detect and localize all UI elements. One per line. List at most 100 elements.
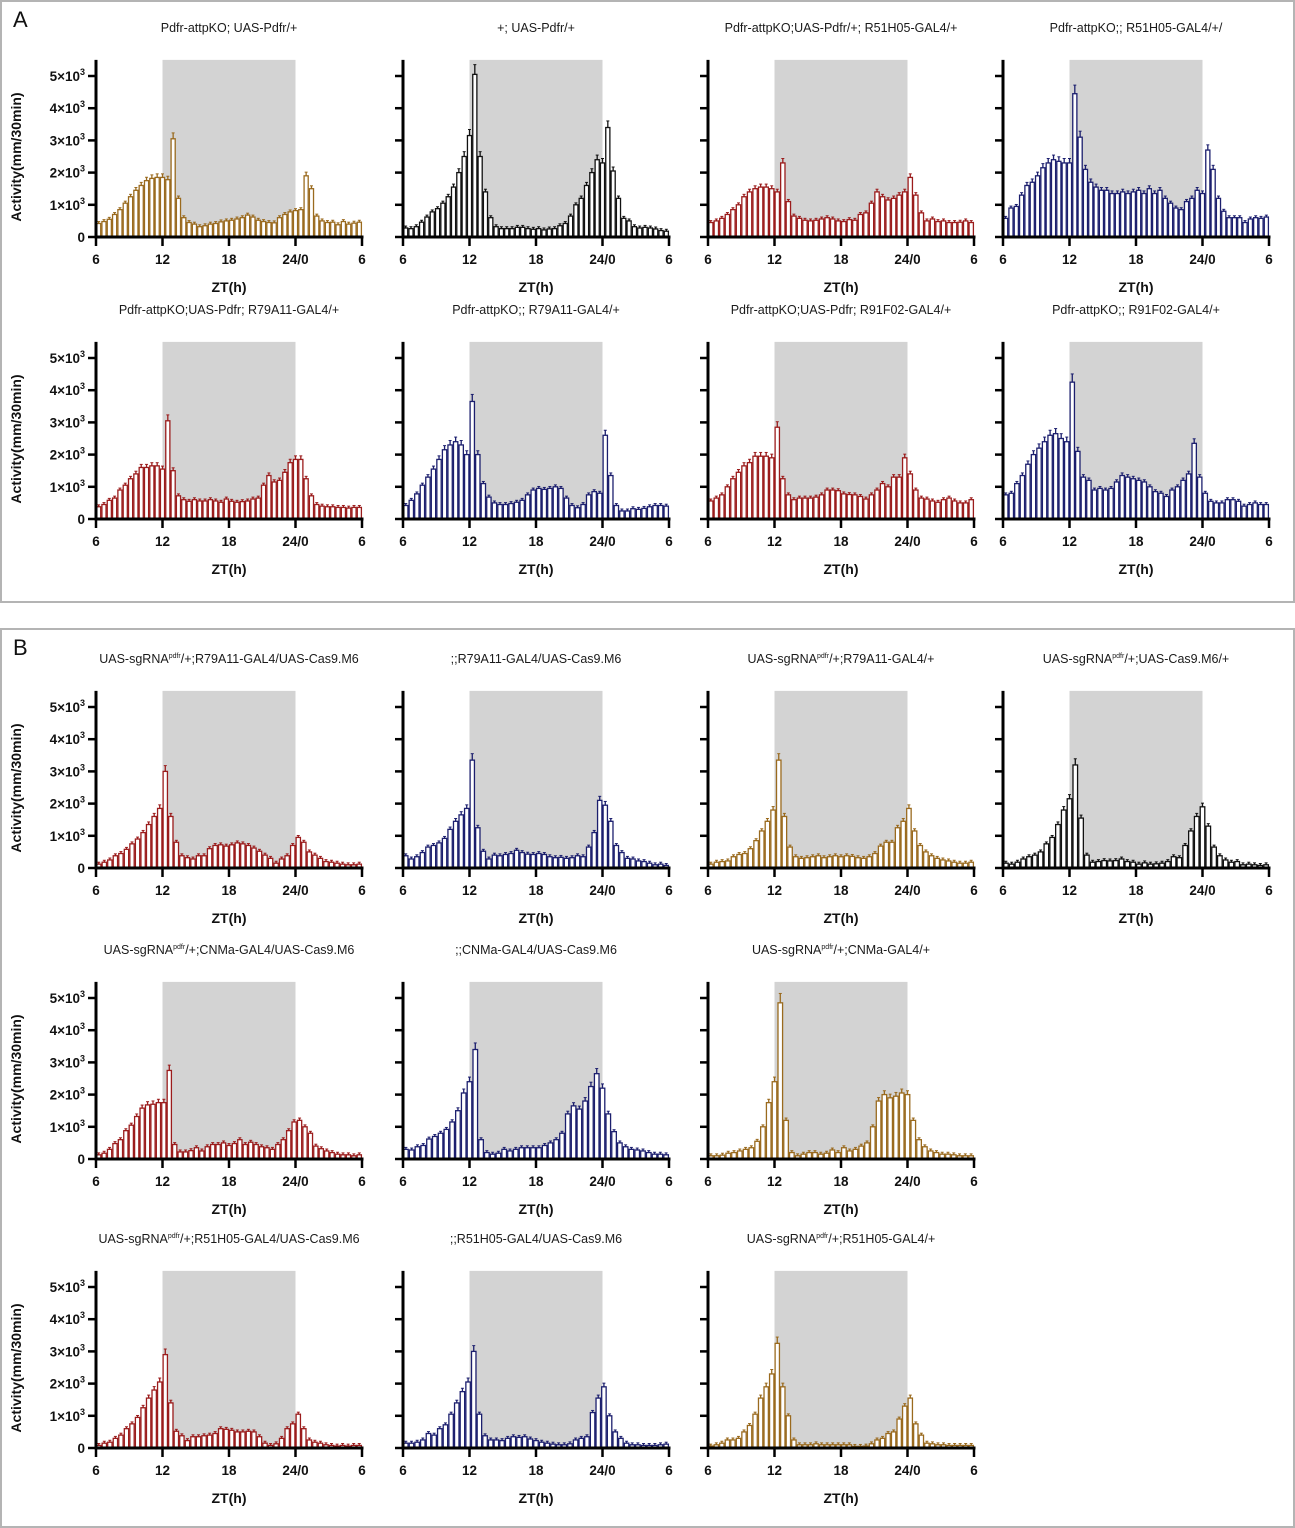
bar-rect: [559, 1132, 565, 1160]
bar: [883, 839, 890, 869]
bar-rect: [552, 857, 559, 869]
bar-rect: [774, 191, 781, 238]
bar-rect: [1026, 856, 1032, 869]
bar-rect: [1098, 189, 1105, 238]
bar: [1086, 477, 1092, 520]
x-tick-label: 12: [767, 1463, 782, 1478]
bar: [741, 1429, 747, 1449]
bar-rect: [292, 458, 299, 520]
bar-rect: [595, 1397, 602, 1449]
bar: [181, 215, 187, 238]
bar-rect: [521, 1436, 528, 1449]
bar: [134, 836, 141, 869]
activity-chart-a8: Pdfr-attpKO;; R91F02-GAL4/+ 6 12 18 24/0 6 ZT(…: [995, 303, 1273, 577]
bar-rect: [896, 194, 903, 238]
bar: [508, 501, 514, 520]
bar-rect: [724, 486, 731, 520]
bar-rect: [1119, 474, 1125, 520]
bar-rect: [765, 1101, 772, 1160]
bar: [447, 826, 453, 869]
bar-rect: [466, 1081, 473, 1160]
x-tick-label: 12: [1062, 534, 1077, 549]
bar-rect: [245, 844, 252, 869]
bar: [553, 1137, 560, 1160]
bar-rect: [447, 444, 453, 520]
bar-rect: [217, 844, 224, 869]
bar: [118, 1432, 124, 1449]
x-tick-label: 12: [462, 534, 477, 549]
bar: [436, 1426, 443, 1449]
bar: [1152, 489, 1159, 520]
y-tick-label: 3×103: [50, 1053, 85, 1070]
x-tick-label: 6: [970, 1463, 978, 1478]
x-tick-label: 24/0: [894, 252, 920, 267]
bar-rect: [202, 500, 208, 520]
bar: [890, 1429, 897, 1449]
bar-rect: [256, 850, 263, 869]
bar: [284, 853, 291, 869]
bar: [420, 1143, 427, 1160]
bar-rect: [741, 196, 747, 238]
bar-rect: [275, 1143, 281, 1160]
x-tick-label: 12: [1062, 252, 1077, 267]
bar: [166, 1064, 173, 1160]
bar: [509, 226, 515, 238]
bar: [547, 854, 553, 869]
x-tick-label: 6: [358, 252, 366, 267]
bar-rect: [573, 204, 579, 238]
bar-rect: [852, 494, 858, 520]
bar: [188, 1148, 194, 1160]
bar-rect: [145, 1397, 152, 1449]
bar-rect: [123, 1428, 130, 1449]
bar: [504, 226, 510, 238]
bar-rect: [463, 807, 470, 869]
bar: [504, 1435, 511, 1449]
bar: [887, 1093, 894, 1160]
bar-rect: [111, 213, 118, 238]
bar: [149, 462, 155, 520]
bar-rect: [757, 455, 764, 520]
bar-rect: [896, 476, 903, 520]
bar: [256, 1434, 263, 1449]
bar: [469, 393, 476, 520]
bar: [228, 842, 235, 869]
bar: [846, 217, 853, 238]
x-axis-label: ZT(h): [519, 561, 554, 577]
bar-rect: [434, 208, 441, 238]
bar-rect: [242, 1143, 249, 1160]
bar: [276, 477, 283, 520]
bar-rect: [1226, 217, 1232, 238]
bar: [765, 1098, 772, 1160]
x-tick-label: 24/0: [589, 252, 615, 267]
bar: [757, 451, 764, 520]
bar-rect: [251, 847, 257, 869]
bar-rect: [890, 197, 897, 238]
bar: [547, 1140, 554, 1160]
bar-rect: [1080, 476, 1087, 520]
bar: [596, 795, 603, 869]
bar: [736, 852, 743, 869]
x-tick-label: 6: [970, 883, 978, 898]
bar: [461, 151, 467, 238]
bar-rect: [1183, 200, 1190, 238]
y-tick-label: 0: [77, 861, 85, 876]
dark-period-shading: [162, 59, 296, 238]
bar-rect: [1141, 481, 1148, 520]
bar-rect: [1088, 181, 1094, 238]
bar: [179, 853, 185, 869]
bar-rect: [1230, 499, 1236, 520]
bar-rect: [458, 444, 465, 520]
bar-rect: [516, 1436, 522, 1449]
x-axis-label: ZT(h): [1119, 279, 1154, 295]
bar-rect: [890, 1431, 897, 1449]
bar: [860, 855, 867, 869]
bar-rect: [127, 196, 134, 238]
x-tick-label: 18: [221, 252, 237, 267]
x-axis-label: ZT(h): [212, 279, 247, 295]
bar: [133, 470, 139, 520]
bar-rect: [302, 1126, 308, 1160]
bar-rect: [251, 1431, 257, 1449]
bar: [419, 482, 426, 520]
bar: [578, 1435, 585, 1449]
x-tick-label: 18: [528, 1174, 544, 1189]
